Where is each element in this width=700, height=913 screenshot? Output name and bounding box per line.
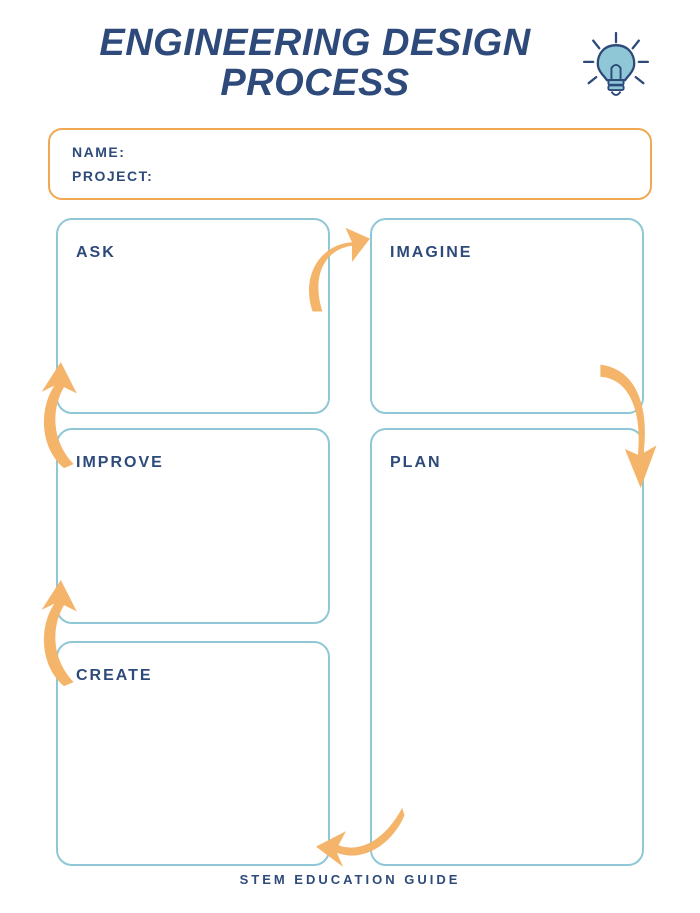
step-box-improve: IMPROVE [56, 428, 330, 624]
step-label-improve: IMPROVE [76, 454, 310, 472]
step-label-create: CREATE [76, 667, 310, 685]
step-label-ask: ASK [76, 244, 310, 262]
step-box-plan: PLAN [370, 428, 644, 866]
lightbulb-icon [578, 30, 654, 106]
page-title: ENGINEERING DESIGN PROCESS [50, 24, 580, 104]
step-label-imagine: IMAGINE [390, 244, 624, 262]
step-box-imagine: IMAGINE [370, 218, 644, 414]
project-label: PROJECT: [72, 168, 628, 184]
step-box-ask: ASK [56, 218, 330, 414]
step-box-create: CREATE [56, 641, 330, 866]
title-line-2: PROCESS [220, 62, 409, 104]
step-label-plan: PLAN [390, 454, 624, 472]
footer-text: STEM EDUCATION GUIDE [0, 872, 700, 887]
title-line-1: ENGINEERING DESIGN [99, 22, 530, 64]
info-box: NAME: PROJECT: [48, 128, 652, 200]
name-label: NAME: [72, 144, 628, 160]
worksheet-page: ENGINEERING DESIGN PROCESS [0, 0, 700, 913]
